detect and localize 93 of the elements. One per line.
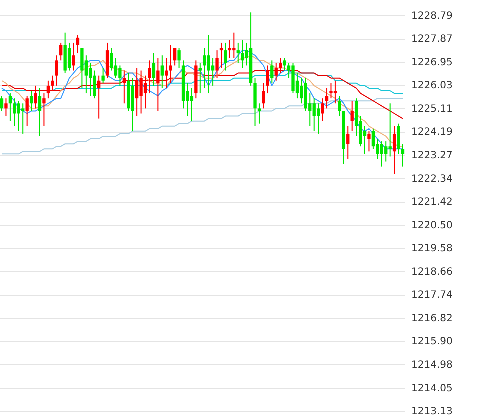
candlestick [363,126,367,155]
candlestick [211,58,215,86]
candlestick [220,42,224,69]
candlestick [102,68,105,84]
candlestick [98,75,101,120]
candlestick [401,144,405,168]
candlestick [118,65,122,86]
y-tick-label: 1225.11 [412,104,453,115]
candlestick [30,90,34,112]
candlestick [80,48,84,89]
candlestick [279,58,282,74]
candlestick [262,82,266,110]
y-tick-label: 1215.90 [412,336,453,348]
candlestick [72,42,76,72]
candlestick [55,55,58,86]
candlestick [60,42,63,62]
y-tick-label: 1223.27 [412,150,453,162]
y-tick-label: 1227.87 [412,34,453,46]
candlestick [397,123,400,155]
candlestick [270,60,274,84]
candlestick [330,82,333,100]
candlestick [312,98,316,132]
y-tick-label: 1221.42 [412,197,453,208]
candlestick [165,58,168,89]
candlestick [76,34,80,54]
candlestick [135,68,139,117]
y-tick-label: 1222.34 [412,174,453,185]
y-tick-label: 1217.74 [412,290,453,302]
candlestick [283,58,286,72]
y-tick-label: 1224.19 [412,127,453,138]
candlestick [388,103,392,158]
candlestick [38,88,42,137]
candlestick [216,50,219,79]
candlestick [42,93,46,127]
candlestick [34,85,38,110]
candlestick [274,62,278,82]
candlestick [122,70,126,104]
candlestick [26,96,29,127]
candlestick [190,88,194,122]
candlestick [207,34,210,94]
y-tick-label: 1219.58 [412,244,453,255]
candlestick [144,75,148,110]
candlestick [316,103,320,134]
candlestick [346,126,350,160]
candlestick [300,78,304,104]
candlestick [140,70,143,114]
y-tick-label: 1226.95 [412,57,453,68]
candlestick [321,98,324,122]
y-tick-label: 1228.79 [412,10,453,22]
candlestick [380,141,384,168]
candlestick [22,103,25,134]
candlestick [334,80,338,104]
candlestick [160,55,164,89]
candlestick [152,52,156,86]
y-tick-label: 1216.82 [412,313,453,324]
candlestick [224,42,228,72]
candlestick [17,100,20,132]
y-tick-label: 1214.05 [412,383,453,394]
candlestick [258,103,262,124]
y-tick-label: 1213.13 [412,406,453,418]
candlestick [350,100,354,132]
candlestick [51,75,54,92]
candlestick [148,60,152,94]
line-series [2,98,404,155]
y-tick-label: 1220.50 [412,220,453,232]
candlestick [368,130,371,152]
candlestick [392,126,396,175]
candlestick [13,98,16,127]
candlestick [325,88,329,110]
y-tick-label: 1214.98 [412,360,453,371]
y-tick-label: 1226.03 [412,80,453,92]
candlestick [4,98,8,117]
candlestick [178,48,181,69]
candlestick [203,48,206,89]
y-tick-label: 1218.66 [412,266,453,278]
candlestick [384,141,388,162]
candlestick [173,48,177,66]
candlestick [89,62,92,97]
candlestick [8,93,12,122]
candlestick [198,62,202,94]
candlestick [372,128,376,150]
candlestick [338,96,342,117]
candlestick [228,40,232,59]
candlestick [46,80,50,100]
candlestick [68,42,72,72]
candlestick [93,70,96,100]
candlestick [169,44,172,84]
candlestick [236,42,240,64]
candlestick [0,96,4,112]
candlestick [241,40,244,69]
candlestick [156,58,160,112]
candlestick [266,65,270,94]
candlestick [232,32,236,59]
